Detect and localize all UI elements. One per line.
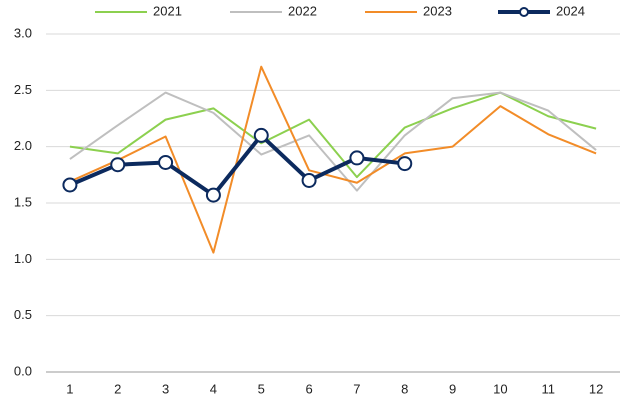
y-tick-label: 0.5 (14, 307, 32, 322)
series-line (69, 133, 405, 198)
point-marker (349, 150, 365, 166)
x-tick-label: 8 (401, 381, 408, 396)
y-tick-label: 3.0 (14, 25, 32, 40)
legend-label: 2024 (556, 3, 585, 18)
legend-marker (519, 7, 529, 17)
x-tick-label: 2 (114, 381, 121, 396)
point-marker (397, 156, 413, 172)
x-tick-label: 5 (258, 381, 265, 396)
x-tick-label: 4 (210, 381, 217, 396)
point-marker (158, 154, 174, 170)
x-tick-label: 6 (305, 381, 312, 396)
x-tick-label: 3 (162, 381, 169, 396)
x-tick-label: 10 (493, 381, 507, 396)
point-marker (62, 177, 78, 193)
y-tick-label: 1.0 (14, 251, 32, 266)
series-line (69, 91, 597, 192)
y-tick-label: 2.5 (14, 82, 32, 97)
x-tick-label: 12 (589, 381, 603, 396)
x-tick-label: 1 (66, 381, 73, 396)
x-tick-label: 7 (353, 381, 360, 396)
y-tick-label: 0.0 (14, 363, 32, 378)
series-line (69, 65, 597, 254)
point-marker (301, 172, 317, 188)
legend-label: 2022 (288, 3, 317, 18)
point-marker (205, 187, 221, 203)
point-marker (253, 127, 269, 143)
point-marker (110, 157, 126, 173)
x-tick-label: 11 (542, 381, 556, 396)
legend-label: 2023 (423, 3, 452, 18)
x-tick-label: 9 (449, 381, 456, 396)
y-tick-label: 1.5 (14, 194, 32, 209)
y-tick-label: 2.0 (14, 138, 32, 153)
legend-label: 2021 (153, 3, 182, 18)
